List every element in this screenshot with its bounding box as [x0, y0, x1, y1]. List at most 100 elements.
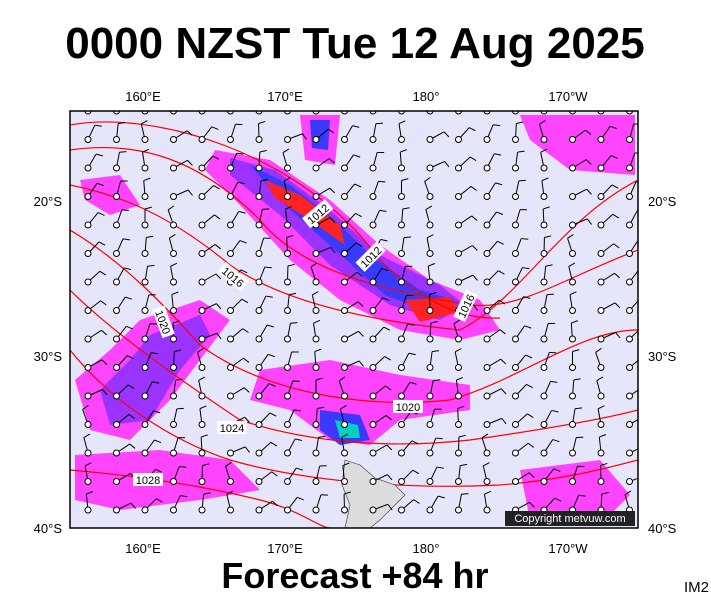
wind-barb-station	[399, 308, 405, 314]
wind-barb-station	[114, 251, 120, 257]
right-latitude: 30°S	[648, 349, 677, 364]
wind-barb-station	[342, 336, 348, 342]
wind-barb-station	[171, 422, 177, 428]
wind-barb-station	[399, 194, 405, 200]
wind-barb-station	[541, 165, 547, 171]
wind-barb-staff	[257, 95, 259, 111]
wind-barb-station	[256, 308, 262, 314]
wind-barb-feather	[468, 98, 474, 101]
wind-barb-staff	[316, 100, 327, 111]
wind-barb-staff	[459, 98, 469, 111]
wind-barb-station	[85, 251, 91, 257]
wind-barb-station	[199, 194, 205, 200]
wind-barb-station	[570, 194, 576, 200]
wind-barb-station	[85, 479, 91, 485]
wind-barb-station	[598, 336, 604, 342]
wind-barb-staff	[630, 95, 633, 111]
wind-barb-station	[228, 479, 234, 485]
wind-barb-station	[171, 365, 177, 371]
wind-barb-station	[342, 479, 348, 485]
wind-barb-feather	[398, 92, 404, 95]
wind-barb-station	[570, 222, 576, 228]
wind-barb-feather	[644, 446, 649, 451]
wind-barb-station	[85, 336, 91, 342]
wind-barb-feather	[639, 269, 645, 272]
wind-barb-station	[142, 251, 148, 257]
wind-barb-station	[199, 308, 205, 314]
wind-barb-station	[427, 194, 433, 200]
wind-barb-station	[370, 165, 376, 171]
wind-barb-station	[427, 450, 433, 456]
wind-barb-station	[570, 450, 576, 456]
wind-barb-station	[114, 222, 120, 228]
wind-barb-station	[484, 365, 490, 371]
wind-barb-station	[484, 279, 490, 285]
wind-barb-station	[114, 422, 120, 428]
wind-barb-station	[228, 165, 234, 171]
wind-barb-staff	[202, 98, 211, 111]
wind-barb-station	[598, 479, 604, 485]
wind-barb-station	[228, 222, 234, 228]
wind-barb-station	[256, 194, 262, 200]
wind-barb-station	[285, 422, 291, 428]
wind-barb-station	[256, 479, 262, 485]
wind-barb-feather	[375, 94, 382, 95]
wind-barb-station	[313, 479, 319, 485]
wind-barb-station	[228, 393, 234, 399]
wind-barb-station	[627, 194, 633, 200]
wind-barb-station	[370, 365, 376, 371]
wind-barb-station	[513, 251, 519, 257]
wind-barb-feather	[638, 240, 645, 242]
wind-barb-station	[85, 393, 91, 399]
wind-barb-station	[570, 422, 576, 428]
isobar-label: 1028	[133, 473, 163, 487]
wind-barb-station	[313, 450, 319, 456]
top-longitude: 170°E	[267, 89, 303, 104]
wind-barb-station	[541, 450, 547, 456]
wind-barb-feather	[644, 476, 648, 482]
wind-barb-feather	[119, 152, 126, 153]
wind-barb-station	[484, 422, 490, 428]
wind-barb-station	[171, 137, 177, 143]
wind-barb-station	[256, 222, 262, 228]
wind-barb-station	[256, 507, 262, 513]
bottom-longitude: 160°E	[125, 541, 161, 556]
wind-barb-station	[541, 222, 547, 228]
wind-barb-station	[427, 279, 433, 285]
wind-barb-station	[342, 251, 348, 257]
wind-barb-station	[199, 393, 205, 399]
wind-barb-station	[570, 336, 576, 342]
wind-barb-station	[427, 222, 433, 228]
wind-barb-station	[171, 308, 177, 314]
wind-barb-feather	[521, 239, 528, 240]
wind-barb-station	[513, 165, 519, 171]
wind-barb-station	[285, 308, 291, 314]
wind-barb-station	[199, 251, 205, 257]
wind-barb-station	[627, 336, 633, 342]
wind-barb-station	[598, 450, 604, 456]
wind-barb-station	[370, 279, 376, 285]
wind-barb-staff	[487, 96, 492, 111]
wind-barb-feather	[179, 467, 186, 468]
wind-barb-station	[285, 279, 291, 285]
wind-barb-station	[427, 336, 433, 342]
wind-barb-station	[570, 393, 576, 399]
wind-barb-station	[199, 365, 205, 371]
wind-barb-station	[484, 336, 490, 342]
wind-barb-station	[513, 393, 519, 399]
wind-barb-station	[142, 365, 148, 371]
forecast-label: Forecast +84 hr	[221, 555, 488, 596]
wind-barb-station	[456, 279, 462, 285]
wind-barb-station	[570, 365, 576, 371]
wind-barb-station	[142, 137, 148, 143]
wind-barb-station	[456, 365, 462, 371]
wind-barb-station	[456, 393, 462, 399]
wind-barb-station	[370, 222, 376, 228]
wind-barb-station	[399, 165, 405, 171]
wind-barb-station	[342, 422, 348, 428]
wind-barb-station	[484, 165, 490, 171]
wind-barb-station	[114, 308, 120, 314]
wind-barb-station	[570, 308, 576, 314]
